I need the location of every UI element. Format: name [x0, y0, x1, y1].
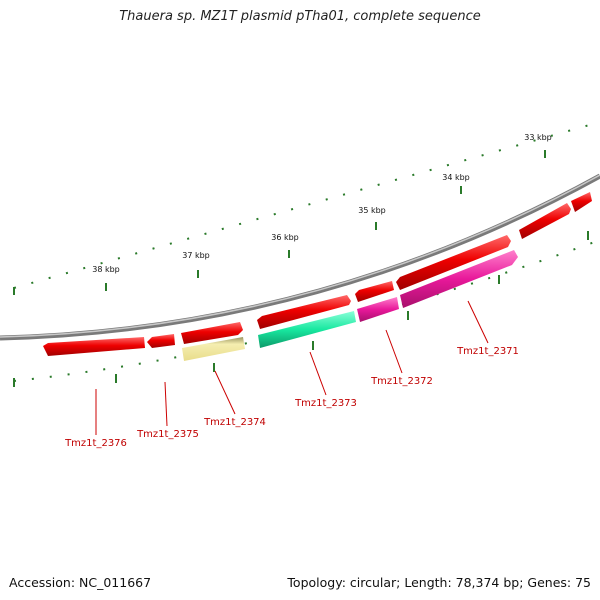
gene-arrow-tmz1t-2373-fwd[interactable]	[257, 295, 351, 329]
tick-label-33kbp: 33 kbp	[524, 133, 552, 142]
gene-arrow-tmz1t-2371-fwd[interactable]	[396, 235, 511, 290]
gene-label-tmz1t-2371: Tmz1t_2371	[456, 346, 519, 357]
topology-summary: Topology: circular; Length: 78,374 bp; G…	[287, 575, 591, 590]
tick-label-37kbp: 37 kbp	[182, 251, 210, 260]
gene-arrow-tmz1t-2374-fwd[interactable]	[181, 322, 243, 344]
map-title: Thauera sp. MZ1T plasmid pTha01, complet…	[119, 9, 481, 24]
tick-label-35kbp: 35 kbp	[358, 206, 386, 215]
gene-arrow-tmz1t-2376[interactable]	[43, 337, 145, 356]
gene-arrow-tmz1t-2374[interactable]	[182, 337, 245, 361]
label-leaders	[95, 300, 489, 435]
gene-label-tmz1t-2376: Tmz1t_2376	[64, 438, 127, 449]
gene-label-tmz1t-2374: Tmz1t_2374	[203, 417, 266, 428]
gene-arrow-tmz1t-2373[interactable]	[258, 311, 356, 348]
tick-label-34kbp: 34 kbp	[442, 173, 470, 182]
gene-label-tmz1t-2375: Tmz1t_2375	[136, 429, 199, 440]
gene-arrow-33kbp-a[interactable]	[519, 203, 571, 239]
forward-genes	[43, 192, 592, 356]
inner-major-ticks	[13, 231, 589, 387]
reverse-genes	[182, 250, 518, 361]
accession-text: Accession: NC_011667	[9, 575, 152, 590]
tick-label-36kbp: 36 kbp	[271, 233, 299, 242]
gene-arrow-tmz1t-2372[interactable]	[357, 297, 399, 322]
tick-label-38kbp: 38 kbp	[92, 265, 120, 274]
gene-label-tmz1t-2373: Tmz1t_2373	[294, 398, 357, 409]
gene-arrow-tmz1t-2372-fwd[interactable]	[355, 281, 394, 302]
plasmid-backbone	[0, 173, 600, 341]
outer-major-ticks	[13, 150, 546, 295]
gene-arrow-33kbp-b[interactable]	[571, 192, 592, 212]
gene-label-tmz1t-2372: Tmz1t_2372	[370, 376, 433, 387]
gene-arrow-tmz1t-2375[interactable]	[147, 334, 175, 348]
gene-arrow-tmz1t-2371[interactable]	[400, 250, 518, 308]
